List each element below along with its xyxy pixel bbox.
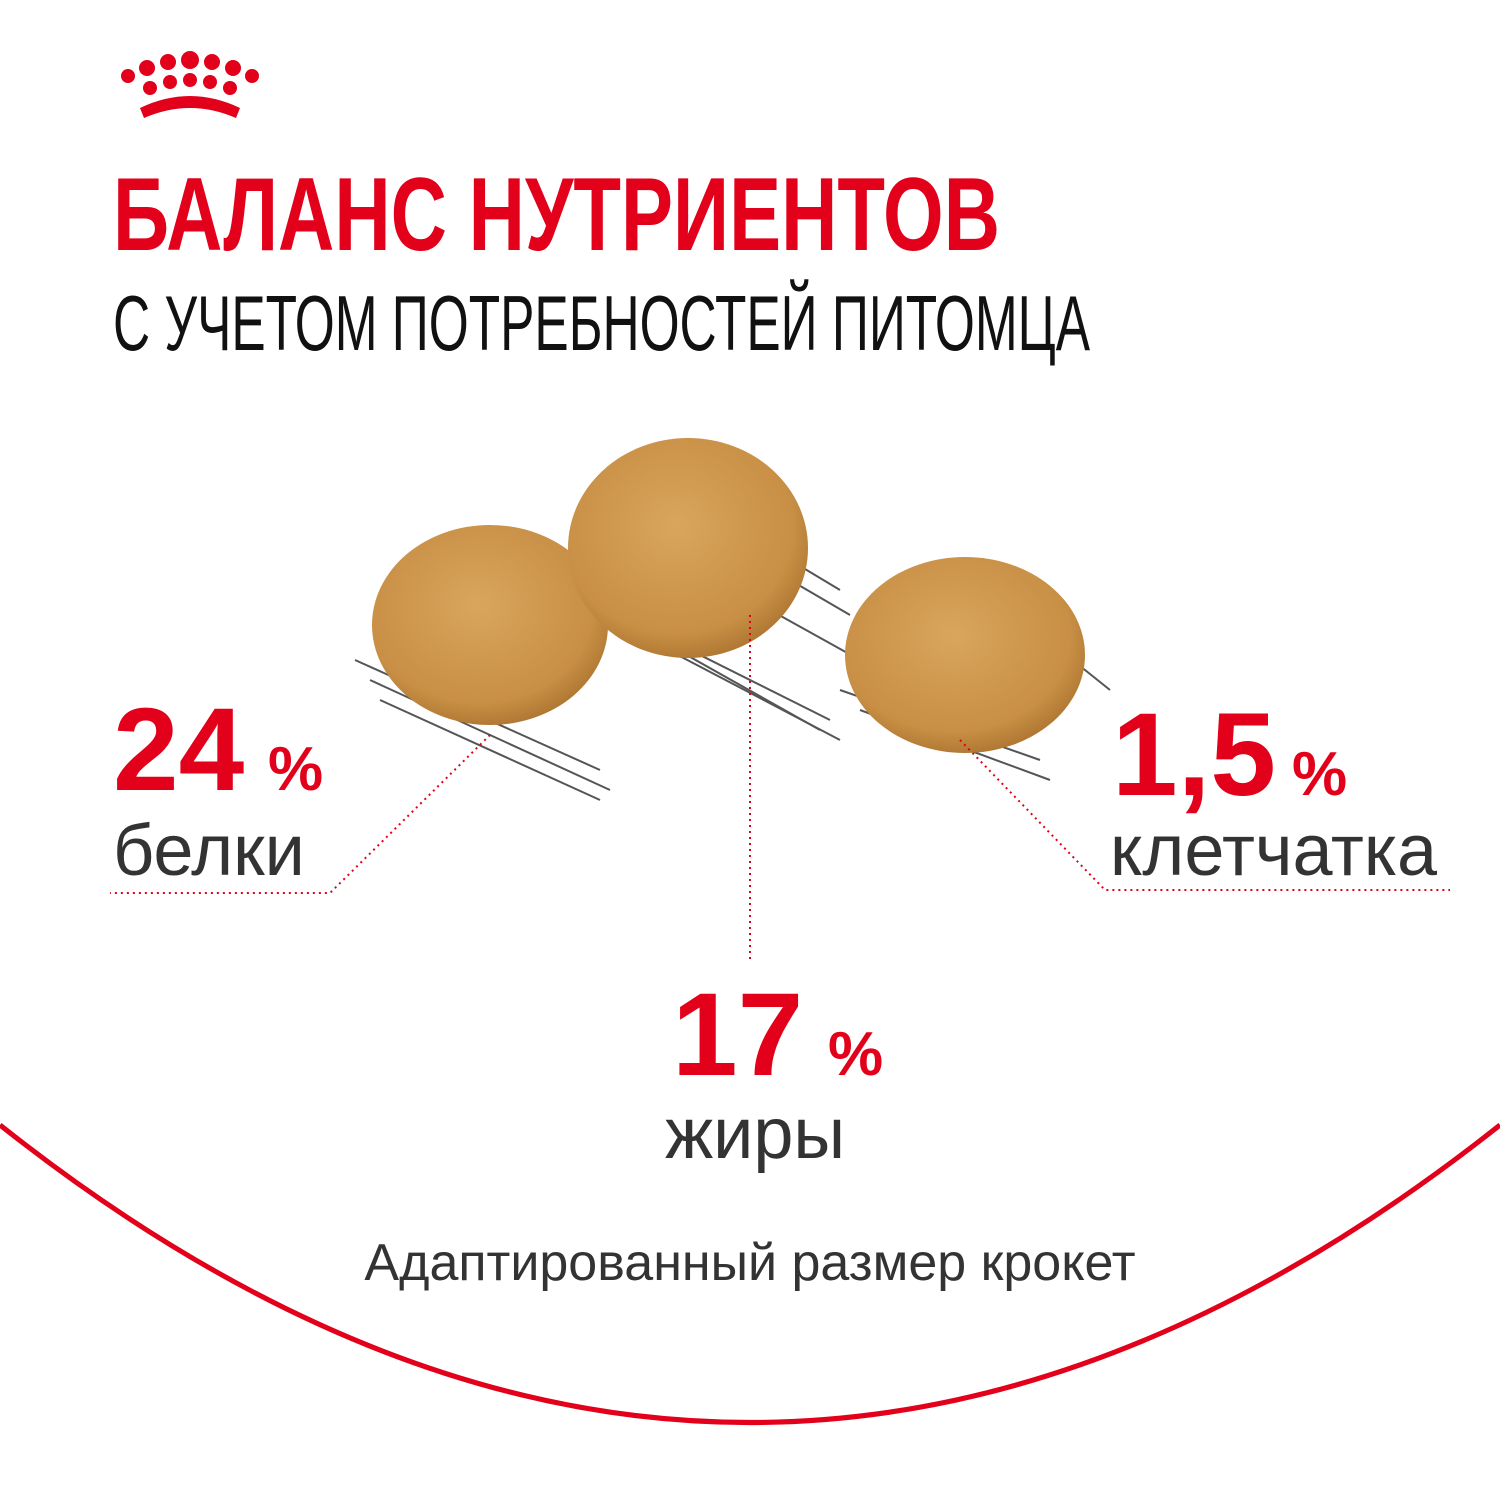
nutrient-value: 1,5: [1112, 689, 1276, 821]
kibble: [372, 525, 608, 725]
subtitle: С УЧЕТОМ ПОТРЕБНОСТЕЙ ПИТОМЦА: [113, 279, 1090, 367]
nutrient-value: 24: [113, 684, 244, 816]
nutrient-unit: %: [1292, 740, 1347, 809]
footer: Адаптированный размер крокет: [364, 1234, 1135, 1292]
nutrient-label: белки: [113, 811, 305, 891]
nutrient-value: 17: [672, 969, 803, 1101]
nutrient-unit: %: [828, 1020, 883, 1089]
kibble: [568, 438, 808, 658]
logo: [121, 51, 259, 118]
leader-line: [959, 739, 1450, 891]
nutrient-unit: %: [268, 735, 323, 804]
nutrient-label: жиры: [665, 1094, 845, 1174]
decor-arc: [0, 1123, 1500, 1425]
nutrient-label: клетчатка: [1110, 811, 1438, 891]
kibble: [845, 557, 1085, 753]
title: БАЛАНС НУТРИЕНТОВ: [113, 157, 1000, 273]
